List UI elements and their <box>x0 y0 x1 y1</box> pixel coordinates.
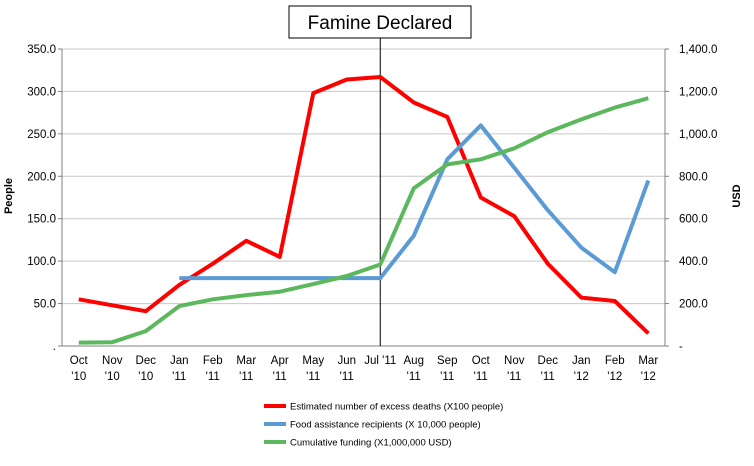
x-tick-label-year: '11 <box>541 371 555 383</box>
x-tick-label: Apr <box>271 355 289 367</box>
x-tick-label-year: '11 <box>440 371 454 383</box>
series-line-2 <box>78 96 649 345</box>
x-tick-label: Jan <box>170 355 189 367</box>
y-right-tick-label: 800.0 <box>679 171 708 183</box>
x-tick-label: Aug <box>404 355 424 367</box>
x-tick-label-year: '12 <box>574 371 589 383</box>
series-line-1 <box>179 123 651 281</box>
series-line-0 <box>78 75 650 335</box>
y-left-tick-label: 200.0 <box>27 171 56 183</box>
x-tick-label: Mar <box>236 355 256 367</box>
y-left-tick-label: 250.0 <box>27 129 56 141</box>
y-right-tick-label: 1,400.0 <box>679 44 717 56</box>
x-tick-label-year: '11 <box>172 371 186 383</box>
x-tick-label-year: '11 <box>306 371 320 383</box>
y-axis-left-title: People <box>3 178 15 214</box>
y-axis-right-title: USD <box>731 184 743 207</box>
legend-label: Cumulative funding (X1,000,000 USD) <box>290 438 452 449</box>
x-tick-label: Dec <box>538 355 559 367</box>
y-right-tick-label: 200.0 <box>679 299 708 311</box>
x-tick-label: Jan <box>572 355 591 367</box>
y-left-tick-label: 100.0 <box>27 256 56 268</box>
x-tick-label: Sep <box>437 355 457 367</box>
x-tick-label-year: '10 <box>138 371 153 383</box>
x-tick-label: Feb <box>605 355 625 367</box>
x-tick-label: Mar <box>638 355 658 367</box>
x-tick-label-year: '11 <box>507 371 521 383</box>
y-left-tick-label: 350.0 <box>27 44 56 56</box>
x-tick-label-year: '11 <box>239 371 253 383</box>
y-left-tick-label: 50.0 <box>34 299 56 311</box>
x-tick-label: Oct <box>70 355 89 367</box>
y-left-tick-label: . <box>53 341 56 353</box>
x-tick-label: Feb <box>203 355 223 367</box>
x-tick-label-year: '10 <box>71 371 86 383</box>
x-tick-label: Oct <box>472 355 491 367</box>
legend-label: Food assistance recipients (X 10,000 peo… <box>290 420 481 431</box>
y-right-tick-label: 400.0 <box>679 256 708 268</box>
x-tick-label-year: '11 <box>407 371 421 383</box>
x-tick-label: Nov <box>102 355 123 367</box>
legend-label: Estimated number of excess deaths (X100 … <box>290 402 503 413</box>
series-lines <box>78 75 651 345</box>
chart-title-box <box>288 5 472 39</box>
legend: Estimated number of excess deaths (X100 … <box>264 402 503 449</box>
x-tick-label: May <box>302 355 324 367</box>
y-right-tick-label: 600.0 <box>679 214 708 226</box>
y-left-tick-label: 150.0 <box>27 214 56 226</box>
x-tick-label-year: '11 <box>206 371 220 383</box>
y-right-tick-label: - <box>679 341 683 353</box>
chart-title: Famine Declared <box>308 13 453 34</box>
x-tick-label-year: '10 <box>105 371 120 383</box>
x-tick-label-year: '11 <box>474 371 488 383</box>
x-tick-label-year: '12 <box>607 371 622 383</box>
x-tick-label-year: '11 <box>340 371 354 383</box>
axes <box>58 38 669 347</box>
x-tick-label-year: '12 <box>641 371 656 383</box>
y-left-tick-label: 300.0 <box>27 86 56 98</box>
y-right-tick-label: 1,200.0 <box>679 86 717 98</box>
x-tick-label: Nov <box>504 355 525 367</box>
x-tick-label: Jul '11 <box>364 355 396 367</box>
x-tick-label: Jun <box>337 355 356 367</box>
y-right-tick-label: 1,000.0 <box>679 129 717 141</box>
x-tick-label-year: '11 <box>273 371 287 383</box>
x-tick-label: Dec <box>136 355 157 367</box>
tick-labels: . - 50.0 200.0 100.0 400.0 150.0 600.0 200.0 800.… <box>27 44 717 383</box>
gridlines <box>62 48 665 305</box>
